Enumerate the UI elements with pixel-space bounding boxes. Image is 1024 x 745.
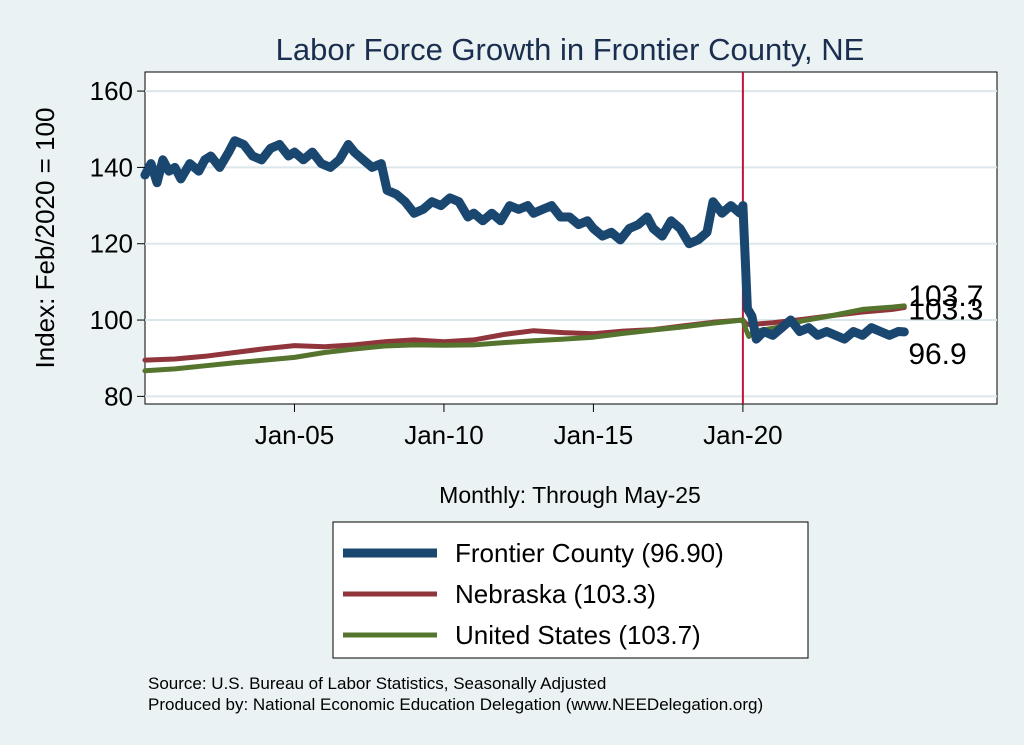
x-tick-label-jan-05: Jan-05 [255, 420, 335, 450]
x-axis: Jan-05 Jan-10 Jan-15 Jan-20 [255, 404, 783, 450]
y-tick-label-140: 140 [90, 152, 133, 182]
gridlines [145, 90, 997, 398]
x-tick-label-jan-15: Jan-15 [554, 420, 634, 450]
end-label-frontier-county: 96.9 [908, 338, 966, 371]
end-label-nebraska: 103.3 [908, 293, 983, 326]
legend-label-united-states: United States (103.7) [455, 620, 701, 650]
produced-by-line: Produced by: National Economic Education… [148, 695, 763, 714]
y-tick-label-80: 80 [104, 381, 133, 411]
legend-label-frontier-county: Frontier County (96.90) [455, 538, 724, 568]
source-line: Source: U.S. Bureau of Labor Statistics,… [148, 674, 606, 693]
x-tick-label-jan-20: Jan-20 [703, 420, 783, 450]
x-tick-label-jan-10: Jan-10 [404, 420, 484, 450]
plot-background [144, 71, 998, 405]
legend: Frontier County (96.90) Nebraska (103.3) U… [332, 521, 809, 659]
chart-title: Labor Force Growth in Frontier County, N… [276, 32, 865, 67]
y-tick-label-120: 120 [90, 229, 133, 259]
series-line-frontier-county [140, 136, 909, 344]
legend-box [332, 521, 809, 659]
y-axis-title: Index: Feb/2020 = 100 [30, 108, 60, 369]
end-label-united-states: 103.7 [908, 280, 983, 313]
y-tick-label-160: 160 [90, 76, 133, 106]
series-group [140, 136, 909, 374]
y-tick-label-100: 100 [90, 305, 133, 335]
legend-label-nebraska: Nebraska (103.3) [455, 579, 656, 609]
plot-area [140, 71, 998, 405]
x-axis-title: Monthly: Through May-25 [439, 482, 701, 508]
y-axis: 80 100 120 140 160 [90, 76, 145, 411]
